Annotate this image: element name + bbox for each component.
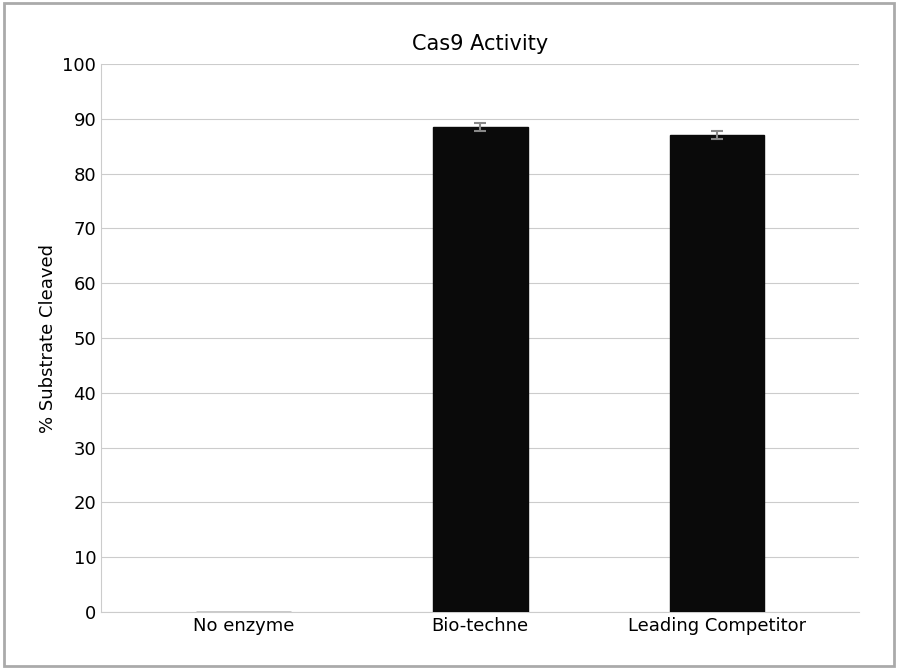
Bar [433,127,527,612]
Title: Cas9 Activity: Cas9 Activity [412,34,549,54]
Y-axis label: % Substrate Cleaved: % Substrate Cleaved [39,244,57,433]
Bar [670,135,764,612]
